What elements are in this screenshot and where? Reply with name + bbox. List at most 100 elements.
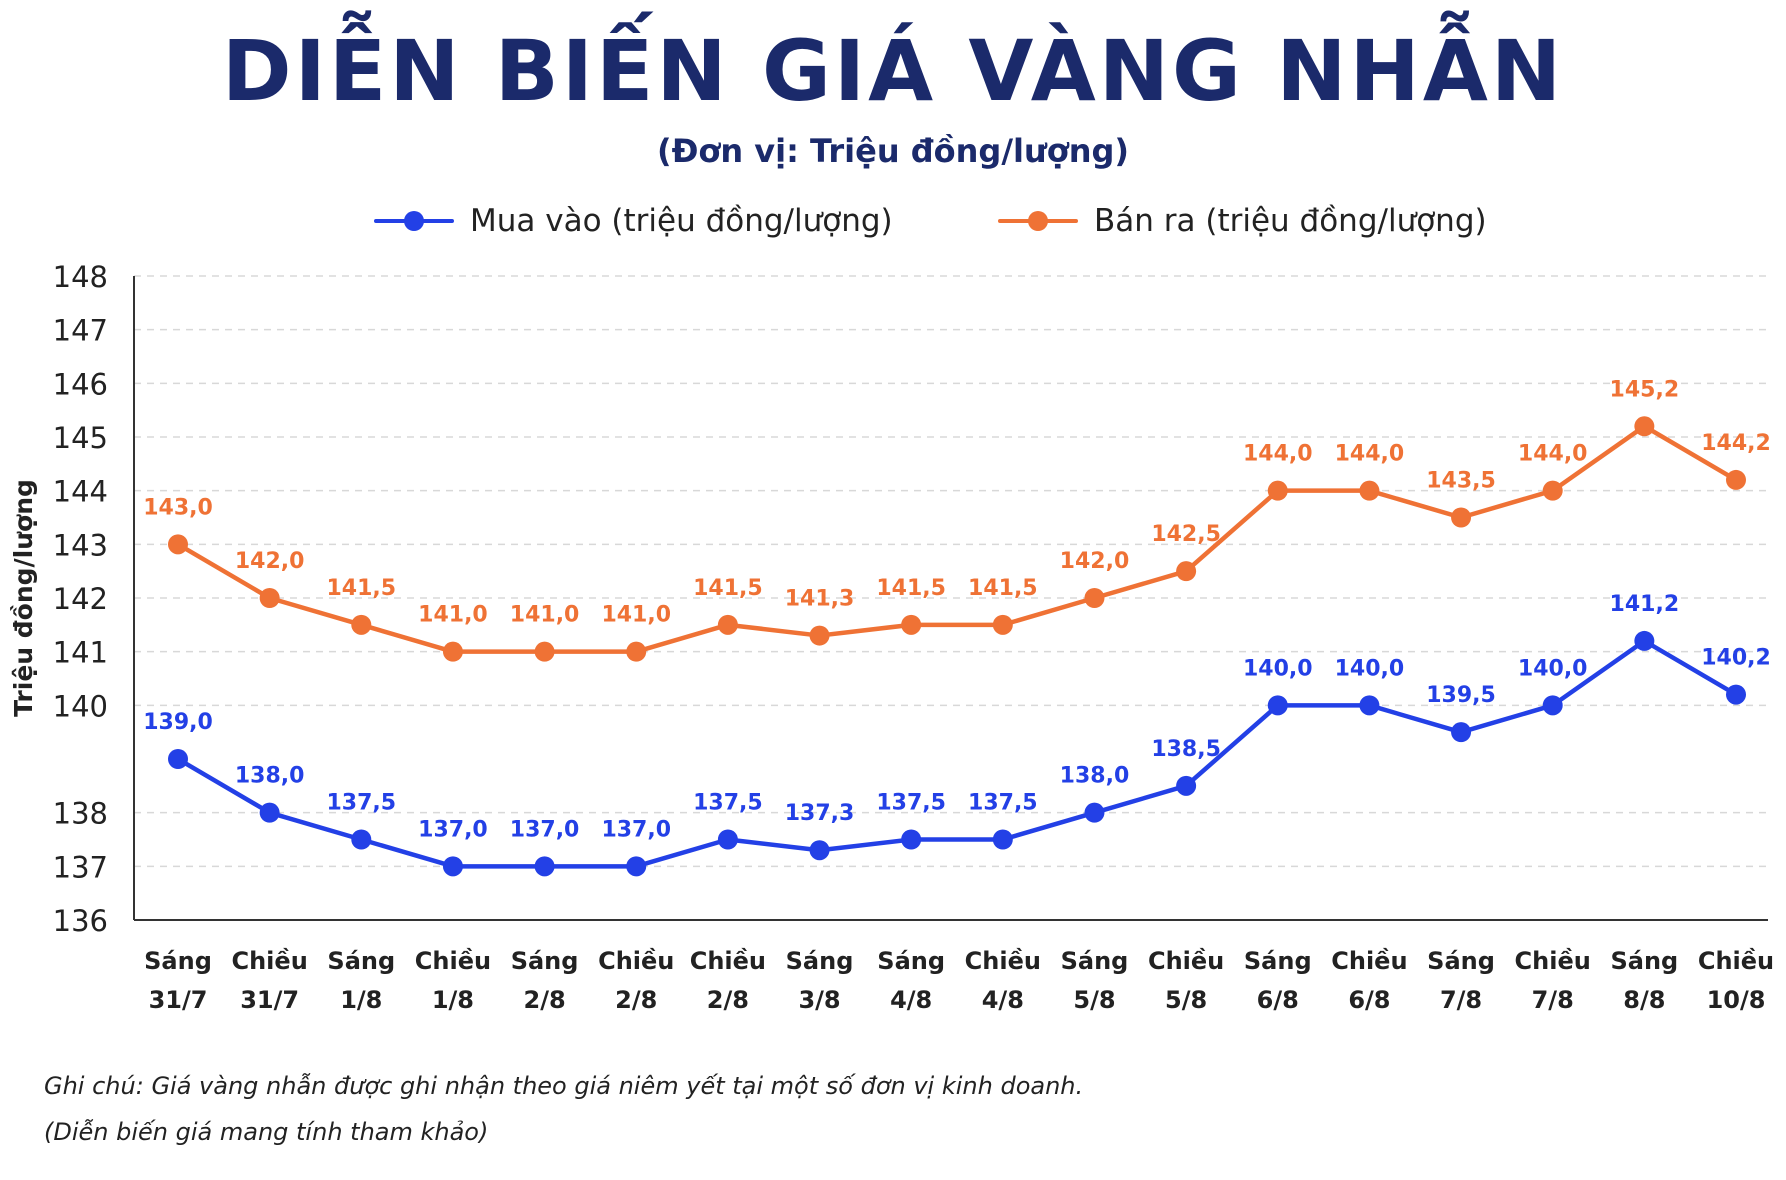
data-point-sell xyxy=(1542,480,1563,501)
x-tick-label: 6/8 xyxy=(1348,986,1390,1014)
x-tick-label: 1/8 xyxy=(432,986,474,1014)
data-point-buy xyxy=(626,856,647,877)
data-point-buy xyxy=(1634,630,1655,651)
data-label-buy: 139,5 xyxy=(1426,683,1496,708)
legend-swatch-sell xyxy=(998,206,1078,236)
series-line-buy xyxy=(176,638,1738,869)
y-tick-label: 145 xyxy=(53,421,108,455)
data-point-sell xyxy=(534,641,555,662)
y-tick-label: 140 xyxy=(53,689,108,723)
data-label-sell: 144,2 xyxy=(1701,431,1771,456)
data-label-sell: 143,5 xyxy=(1426,469,1496,494)
data-point-buy xyxy=(992,829,1013,850)
chart-subtitle: (Đơn vị: Triệu đồng/lượng) xyxy=(656,132,1130,170)
data-point-sell xyxy=(259,588,280,608)
x-tick-label: 2/8 xyxy=(524,986,566,1014)
data-label-buy: 137,5 xyxy=(326,791,396,816)
data-label-buy: 137,5 xyxy=(968,791,1038,816)
x-tick-label: Sáng xyxy=(1244,947,1312,975)
x-tick-label: Chiều xyxy=(415,947,491,975)
data-label-buy: 137,0 xyxy=(418,817,488,842)
data-point-buy xyxy=(717,829,738,850)
x-tick-label: 3/8 xyxy=(798,986,840,1014)
data-point-buy xyxy=(1176,775,1197,796)
data-label-sell: 141,5 xyxy=(693,576,763,601)
x-tick-label: Chiều xyxy=(1148,947,1224,975)
data-point-sell xyxy=(1267,480,1288,501)
data-label-sell: 142,5 xyxy=(1151,522,1221,547)
data-point-buy xyxy=(168,749,188,769)
data-label-sell: 145,2 xyxy=(1610,377,1680,402)
data-label-buy: 138,0 xyxy=(1060,764,1130,789)
data-point-sell xyxy=(809,625,830,646)
data-point-sell xyxy=(717,614,738,635)
data-point-buy xyxy=(442,856,463,877)
data-label-buy: 137,0 xyxy=(601,817,671,842)
data-point-sell xyxy=(992,614,1013,635)
x-tick-label: 31/7 xyxy=(240,986,299,1014)
data-point-buy xyxy=(809,840,830,861)
series-line-sell xyxy=(176,424,1738,654)
legend-item-sell: Bán ra (triệu đồng/lượng) xyxy=(998,196,1487,246)
data-point-sell xyxy=(1726,469,1746,490)
data-point-sell xyxy=(1176,561,1197,582)
x-tick-label: 4/8 xyxy=(982,986,1024,1014)
data-label-buy: 138,0 xyxy=(235,764,305,789)
data-point-buy xyxy=(259,802,280,823)
data-point-sell xyxy=(1634,416,1655,437)
x-tick-label: Sáng xyxy=(1427,947,1495,975)
x-tick-label: Sáng xyxy=(786,947,854,975)
data-point-sell xyxy=(626,641,647,662)
y-tick-label: 142 xyxy=(53,582,108,616)
data-label-buy: 140,2 xyxy=(1701,646,1771,671)
data-label-sell: 141,0 xyxy=(601,603,671,628)
data-label-buy: 140,0 xyxy=(1518,656,1588,681)
y-tick-label: 136 xyxy=(53,904,108,938)
x-tick-label: Sáng xyxy=(877,947,945,975)
data-label-buy: 137,5 xyxy=(876,791,946,816)
x-tick-label: Chiều xyxy=(1331,947,1407,975)
x-tick-label: 31/7 xyxy=(149,986,208,1014)
data-point-buy xyxy=(1542,695,1563,716)
data-label-sell: 144,0 xyxy=(1518,442,1588,467)
x-tick-label: Sáng xyxy=(327,947,395,975)
y-tick-label: 143 xyxy=(53,528,108,562)
x-tick-label: 1/8 xyxy=(340,986,382,1014)
legend-item-buy: Mua vào (triệu đồng/lượng) xyxy=(374,196,893,246)
x-tick-label: Chiều xyxy=(690,947,766,975)
data-label-sell: 142,0 xyxy=(1060,549,1130,574)
y-tick-label: 137 xyxy=(53,850,108,884)
x-tick-label: Chiều xyxy=(965,947,1041,975)
y-tick-label: 144 xyxy=(53,475,108,509)
data-label-buy: 137,0 xyxy=(510,817,580,842)
y-axis-title: Triệu đồng/lượng xyxy=(9,479,38,717)
legend-label-sell: Bán ra (triệu đồng/lượng) xyxy=(1094,203,1487,239)
data-label-buy: 140,0 xyxy=(1243,656,1313,681)
y-tick-label: 147 xyxy=(53,314,108,348)
data-point-buy xyxy=(534,856,555,877)
data-label-sell: 141,5 xyxy=(876,576,946,601)
x-tick-label: 5/8 xyxy=(1073,986,1115,1014)
data-point-buy xyxy=(351,829,372,850)
x-tick-label: Chiều xyxy=(1515,947,1591,975)
x-tick-label: 5/8 xyxy=(1165,986,1207,1014)
x-tick-label: Chiều xyxy=(598,947,674,975)
legend-label-buy: Mua vào (triệu đồng/lượng) xyxy=(470,203,893,239)
data-label-buy: 138,5 xyxy=(1151,737,1221,762)
footnote-2: (Diễn biến giá mang tính tham khảo) xyxy=(44,1118,489,1146)
data-label-sell: 142,0 xyxy=(235,549,305,574)
y-tick-label: 146 xyxy=(53,367,108,401)
footnote-1: Ghi chú: Giá vàng nhẫn được ghi nhận the… xyxy=(44,1072,1084,1100)
x-tick-label: 10/8 xyxy=(1707,986,1766,1014)
data-point-sell xyxy=(351,614,372,635)
data-label-sell: 141,0 xyxy=(418,603,488,628)
data-label-buy: 140,0 xyxy=(1335,656,1405,681)
x-tick-label: Sáng xyxy=(511,947,579,975)
data-point-buy xyxy=(1084,802,1105,823)
x-tick-label: 2/8 xyxy=(615,986,657,1014)
x-tick-label: Sáng xyxy=(1061,947,1129,975)
y-tick-label: 141 xyxy=(53,636,108,670)
data-label-buy: 139,0 xyxy=(143,710,213,735)
data-point-buy xyxy=(901,829,922,850)
data-label-sell: 141,3 xyxy=(785,587,855,612)
